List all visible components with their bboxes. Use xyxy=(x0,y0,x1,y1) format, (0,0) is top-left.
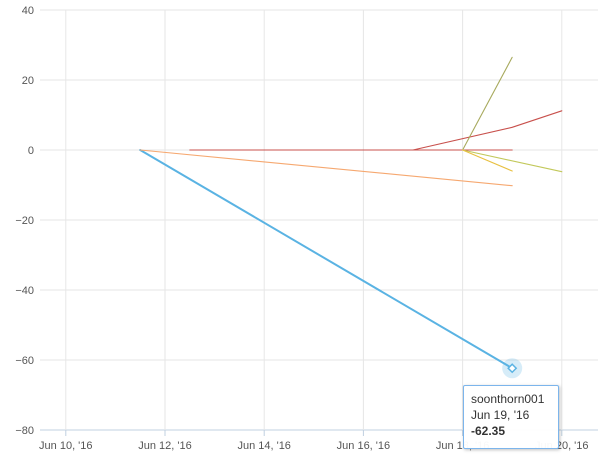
tooltip-date: Jun 19, '16 xyxy=(471,408,530,422)
y-tick-label: −80 xyxy=(15,425,34,437)
y-tick-label: 40 xyxy=(22,5,34,17)
x-tick-label: Jun 16, '16 xyxy=(337,440,390,452)
y-tick-label: −40 xyxy=(15,285,34,297)
series-line[interactable] xyxy=(139,149,513,187)
x-axis: Jun 10, '16 Jun 12, '16 Jun 14, '16 Jun 16,… xyxy=(39,430,589,452)
y-tick-label: −20 xyxy=(15,215,34,227)
y-tick-label: −60 xyxy=(15,355,34,367)
y-axis: 40 20 0 −20 −40 −60 −80 xyxy=(15,5,34,437)
data-point-marker[interactable] xyxy=(507,363,518,374)
y-tick-label: 0 xyxy=(28,145,34,157)
series-lines xyxy=(139,56,563,370)
series-line[interactable] xyxy=(412,110,563,151)
y-tick-label: 20 xyxy=(22,75,34,87)
hover-marker[interactable] xyxy=(502,358,523,379)
series-line-soonthorn001[interactable] xyxy=(139,149,514,370)
series-line[interactable] xyxy=(462,56,513,151)
tooltip: soonthorn001 Jun 19, '16 -62.35 xyxy=(463,385,559,449)
grid-lines xyxy=(40,9,598,431)
series-line[interactable] xyxy=(462,149,563,173)
x-tick-label: Jun 12, '16 xyxy=(138,440,191,452)
x-tick-label: Jun 10, '16 xyxy=(39,440,92,452)
tooltip-value: -62.35 xyxy=(471,424,506,438)
series-line[interactable] xyxy=(462,149,513,172)
x-tick-label: Jun 14, '16 xyxy=(237,440,290,452)
tooltip-series-name: soonthorn001 xyxy=(471,392,545,406)
